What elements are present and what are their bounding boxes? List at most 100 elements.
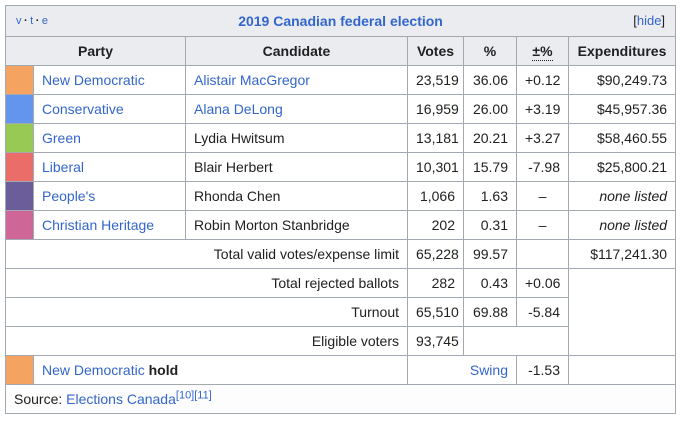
vte-navbar: v · t · e [16, 11, 49, 31]
party-cell: Green [33, 123, 186, 153]
percent-cell: 20.21 [463, 123, 517, 153]
expenditures-column-header: Expenditures [567, 36, 677, 66]
total-label-cell: Eligible voters [5, 326, 408, 356]
row-total-valid-votes: Total valid votes/expense limit 65,228 9… [5, 239, 677, 269]
swing-cell: Swing [407, 355, 517, 385]
collapse-control: [hide] [633, 11, 665, 31]
row-total-rejected-ballots: Total rejected ballots 282 0.43 +0.06 [5, 268, 677, 356]
row-christian-heritage: Christian Heritage Robin Morton Stanbrid… [5, 210, 677, 240]
percent-cell: 69.88 [463, 297, 517, 327]
footnote-link-10[interactable]: [10] [175, 389, 195, 402]
party-column-header: Party [5, 36, 186, 66]
row-new-democratic: New Democratic Alistair MacGregor 23,519… [5, 65, 677, 95]
party-link[interactable]: People's [42, 188, 96, 204]
candidate-cell: Blair Herbert [185, 152, 408, 182]
row-source: Source: Elections Canada[10][11] [4, 384, 677, 414]
total-label-cell: Total rejected ballots [5, 268, 408, 298]
footnote-ref: [11] [194, 389, 212, 401]
party-color-swatch [5, 181, 34, 211]
votes-cell: 65,228 [407, 239, 464, 269]
party-color-swatch [5, 210, 34, 240]
percent-cell: 26.00 [463, 94, 517, 124]
party-link[interactable]: Conservative [42, 101, 124, 117]
expenditures-cell: $45,957.36 [567, 94, 677, 124]
party-cell: Conservative [33, 94, 186, 124]
candidate-link[interactable]: Alana DeLong [194, 101, 283, 117]
caption-cell: v · t · e 2019 Canadian federal election [hi… [4, 5, 677, 37]
candidate-name: Robin Morton Stanbridge [194, 217, 350, 233]
votes-cell: 13,181 [407, 123, 464, 153]
bracket-open: [ [633, 13, 637, 28]
party-link[interactable]: Christian Heritage [42, 217, 155, 233]
row-eligible-voters: Eligible voters 93,745 [5, 326, 676, 356]
caption-row: v · t · e 2019 Canadian federal election [hi… [4, 5, 677, 37]
percent-cell: 99.57 [463, 239, 517, 269]
change-cell: – [516, 210, 569, 240]
footnote-link-11[interactable]: [11] [194, 389, 212, 402]
source-prefix: Source: [14, 391, 67, 407]
swing-value-cell: -1.53 [516, 355, 569, 385]
table-title-link[interactable]: 2019 Canadian federal election [238, 13, 443, 29]
expenditures-cell: $117,241.30 [567, 239, 677, 269]
party-color-swatch [5, 355, 34, 385]
votes-column-header: Votes [407, 36, 464, 66]
party-link[interactable]: Green [42, 130, 81, 146]
percent-cell: 1.63 [463, 181, 517, 211]
percent-cell: 0.31 [463, 210, 517, 240]
footnote-ref: [10] [176, 389, 194, 401]
percent-cell: 0.43 [463, 268, 517, 298]
edit-link[interactable]: e [41, 15, 49, 27]
change-cell: +3.27 [516, 123, 569, 153]
votes-cell: 282 [407, 268, 464, 298]
votes-cell: 23,519 [407, 65, 464, 95]
votes-cell: 1,066 [407, 181, 464, 211]
row-hold-swing: New Democratic hold Swing -1.53 [5, 355, 677, 385]
change-cell: +3.19 [516, 94, 569, 124]
empty-cell [463, 326, 569, 356]
party-cell: People's [33, 181, 186, 211]
row-liberal: Liberal Blair Herbert 10,301 15.79 -7.98… [5, 152, 677, 182]
party-color-swatch [5, 123, 34, 153]
expenditures-empty-cell [567, 268, 677, 356]
hold-result-cell: New Democratic hold [33, 355, 408, 385]
candidate-cell: Alana DeLong [185, 94, 408, 124]
candidate-column-header: Candidate [185, 36, 408, 66]
candidate-name: Blair Herbert [194, 159, 273, 175]
party-color-swatch [5, 152, 34, 182]
votes-cell: 202 [407, 210, 464, 240]
expenditures-cell: none listed [567, 181, 677, 211]
party-cell: Christian Heritage [33, 210, 186, 240]
candidate-cell: Lydia Hwitsum [185, 123, 408, 153]
expenditures-empty-cell [567, 355, 677, 385]
candidate-cell: Rhonda Chen [185, 181, 408, 211]
row-conservative: Conservative Alana DeLong 16,959 26.00 +… [5, 94, 677, 124]
candidate-link[interactable]: Alistair MacGregor [194, 72, 310, 88]
party-link[interactable]: Liberal [42, 159, 85, 175]
party-color-swatch [5, 65, 34, 95]
party-color-swatch [5, 94, 34, 124]
votes-cell: 93,745 [407, 326, 464, 356]
change-cell [516, 239, 569, 269]
talk-link[interactable]: t [30, 15, 34, 27]
hold-result-text: hold [148, 362, 179, 378]
view-link[interactable]: v [16, 15, 22, 27]
expenditures-cell: $90,249.73 [567, 65, 677, 95]
party-link[interactable]: New Democratic [42, 72, 145, 88]
change-cell: +0.12 [516, 65, 569, 95]
votes-cell: 65,510 [407, 297, 464, 327]
expenditures-cell: $58,460.55 [567, 123, 677, 153]
candidate-cell: Robin Morton Stanbridge [185, 210, 408, 240]
source-link[interactable]: Elections Canada [66, 391, 176, 407]
swing-link[interactable]: Swing [469, 362, 508, 378]
source-cell: Source: Elections Canada[10][11] [4, 384, 677, 414]
vte-separator: · [35, 15, 40, 27]
expenditures-cell: none listed [567, 210, 677, 240]
expenditures-cell: $25,800.21 [567, 152, 677, 182]
percent-cell: 15.79 [463, 152, 517, 182]
votes-cell: 16,959 [407, 94, 464, 124]
row-peoples: People's Rhonda Chen 1,066 1.63 – none l… [5, 181, 677, 211]
party-link[interactable]: New Democratic [42, 362, 145, 378]
hide-toggle-link[interactable]: hide [636, 13, 662, 28]
election-results-table: v · t · e 2019 Canadian federal election [hi… [4, 5, 677, 414]
